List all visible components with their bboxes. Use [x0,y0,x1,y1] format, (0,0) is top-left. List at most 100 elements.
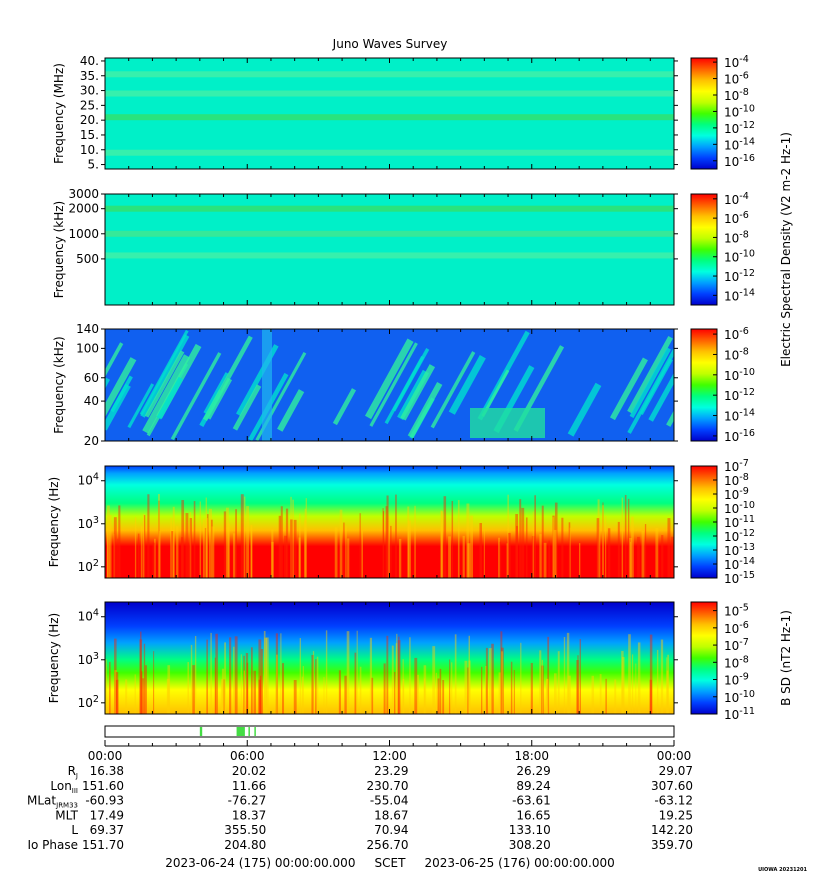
spectrogram-streak [346,631,350,714]
striation [627,335,673,414]
spectrogram-streak [338,670,341,714]
spectrogram-streak [541,505,544,578]
spectrogram-streak [614,679,617,714]
spectrogram-streak [386,635,389,714]
spectrogram-streak [395,643,398,714]
spectrogram-streak [109,661,111,714]
ephemeris-value: 18.37 [232,808,266,822]
colorbar-tick-label: 10-13 [724,542,755,558]
spectrogram-streak [454,634,457,714]
spectrogram-streak [142,678,145,714]
spectrogram-streak [624,494,627,578]
spectrogram-streak [189,518,192,578]
spectrogram-streak [398,538,402,578]
spectrogram-streak [140,631,142,714]
spectrogram-streak [548,540,551,578]
spectrogram-streak [466,503,470,578]
striation [609,357,648,421]
footer-end: 2023-06-25 (176) 00:00:00.000 [424,856,615,870]
spectrogram-streak [260,649,263,714]
colorbar-tick-label: 10-10 [724,689,755,705]
spectrogram-streak [470,515,474,578]
spectrogram-streak [479,523,482,578]
spectrogram-streak [323,677,325,714]
spectrogram-streak [305,498,307,578]
spectrogram-streak [116,679,119,714]
spectrogram-streak [240,654,242,714]
spectrogram-streak [117,538,119,578]
y-tick-label: 30. [80,84,99,98]
colorbar-tick-label: 10-10 [724,500,755,516]
time-tick-label: 00:00 [657,749,692,763]
spectrogram-streak [171,531,174,578]
panel-5: Frequency (Hz) B SD (nT2 Hz-1) [47,601,793,715]
footer-start: 2023-06-24 (175) 00:00:00.000 [165,856,356,870]
spectrogram-streak [214,657,216,714]
spectrogram-streak [667,518,671,578]
spectrogram-streak [172,506,175,578]
ephemeris-value: 11.66 [232,779,266,793]
spectrogram-streak [402,659,404,714]
colorbar-tick-label: 10-12 [724,120,755,136]
spectrogram-streak [334,527,338,578]
colorbar-tick-label: 10-8 [724,654,749,670]
ephemeris-value: 355.50 [224,823,266,837]
spectrogram-streak [185,513,189,578]
striation [140,334,190,418]
spectrogram-streak [245,652,249,714]
ephemeris-value: -63.61 [512,794,551,808]
emission-band [105,90,674,97]
spectrogram-streak [343,522,345,578]
spectrogram-streak [547,636,550,714]
spectrogram-streak [383,663,386,714]
spectrogram-streak [315,659,317,714]
spectrogram-streak [139,639,143,714]
striation [110,375,133,413]
spectrogram-streak [113,517,117,578]
colorbar-tick-label: 10-6 [724,71,749,87]
spectrogram-streak [293,679,297,714]
spectrogram-streak [143,643,146,714]
spectrogram-streak [137,533,140,578]
striation [144,350,185,418]
spectrogram-streak [170,517,173,578]
spectrogram-streak [215,633,218,714]
spectrogram-streak [223,511,227,578]
spectrogram-streak [569,527,571,578]
spectrogram-streak [541,665,544,714]
colorbar-tick-label: 10-14 [724,408,755,424]
spectrogram-streak [246,662,249,714]
spectrogram-streak [258,639,262,714]
colorbar-tick-label: 10-6 [724,620,749,636]
spectrogram-streak [250,647,253,714]
striation [170,352,222,441]
spectrogram-streak [507,494,509,578]
spectrogram-streak [602,502,604,578]
colorbar-tick-label: 10-8 [724,346,749,362]
spectrogram-streak [541,659,543,714]
y-axis-label: Frequency (Hz) [47,477,61,568]
ephemeris-value: 17.49 [90,808,124,822]
spectrogram-streak [263,630,266,714]
ephemeris-value: 142.20 [651,823,693,837]
spectrogram-streak [153,651,155,714]
ephemeris-value: 16.65 [516,808,550,822]
ephemeris-value: -63.12 [654,794,693,808]
spectrogram-streak [501,651,503,714]
spectrogram-streak [530,662,533,714]
spectrogram-streak [448,536,452,578]
spectrogram-streak [223,679,225,714]
spectrogram-streak [655,528,659,578]
colorbar-tick-label: 10-5 [724,603,749,619]
spectrogram-fill [105,466,674,578]
spectrogram-streak [203,518,205,578]
time-range-footer: 2023-06-24 (175) 00:00:00.000 SCET 2023-… [0,856,780,870]
emission-band [105,230,674,237]
spectrogram-streak [531,536,535,578]
spectrogram-streak [107,525,109,578]
spectrogram-streak [520,642,522,714]
spectrogram-streak [485,647,488,714]
spectrogram-streak [532,511,534,578]
